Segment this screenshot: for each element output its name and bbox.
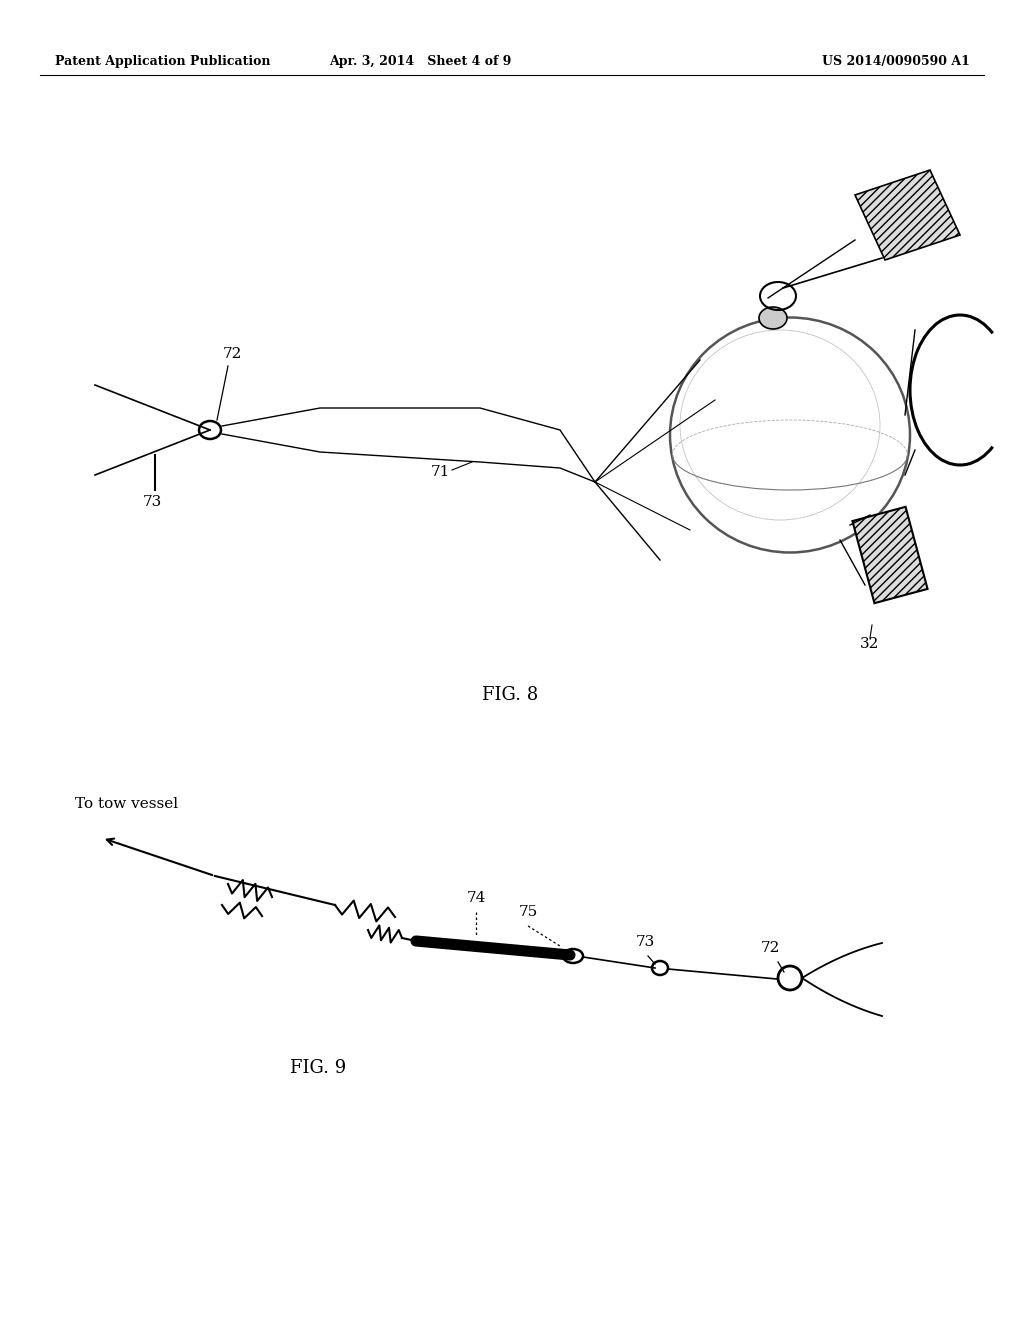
- Text: US 2014/0090590 A1: US 2014/0090590 A1: [822, 55, 970, 69]
- Text: Apr. 3, 2014   Sheet 4 of 9: Apr. 3, 2014 Sheet 4 of 9: [329, 55, 511, 69]
- Text: 73: 73: [142, 495, 162, 510]
- Polygon shape: [855, 170, 961, 260]
- Text: Patent Application Publication: Patent Application Publication: [55, 55, 270, 69]
- Text: 71: 71: [430, 465, 450, 479]
- Text: 73: 73: [635, 935, 654, 949]
- Ellipse shape: [563, 949, 583, 964]
- Text: 72: 72: [760, 941, 779, 954]
- Text: FIG. 8: FIG. 8: [482, 686, 539, 704]
- Text: FIG. 9: FIG. 9: [290, 1059, 346, 1077]
- Text: 74: 74: [466, 891, 485, 906]
- Text: To tow vessel: To tow vessel: [75, 797, 178, 810]
- Text: 72: 72: [222, 347, 242, 360]
- Ellipse shape: [759, 308, 787, 329]
- Text: 32: 32: [860, 638, 880, 651]
- Text: 75: 75: [518, 906, 538, 919]
- Polygon shape: [852, 507, 928, 603]
